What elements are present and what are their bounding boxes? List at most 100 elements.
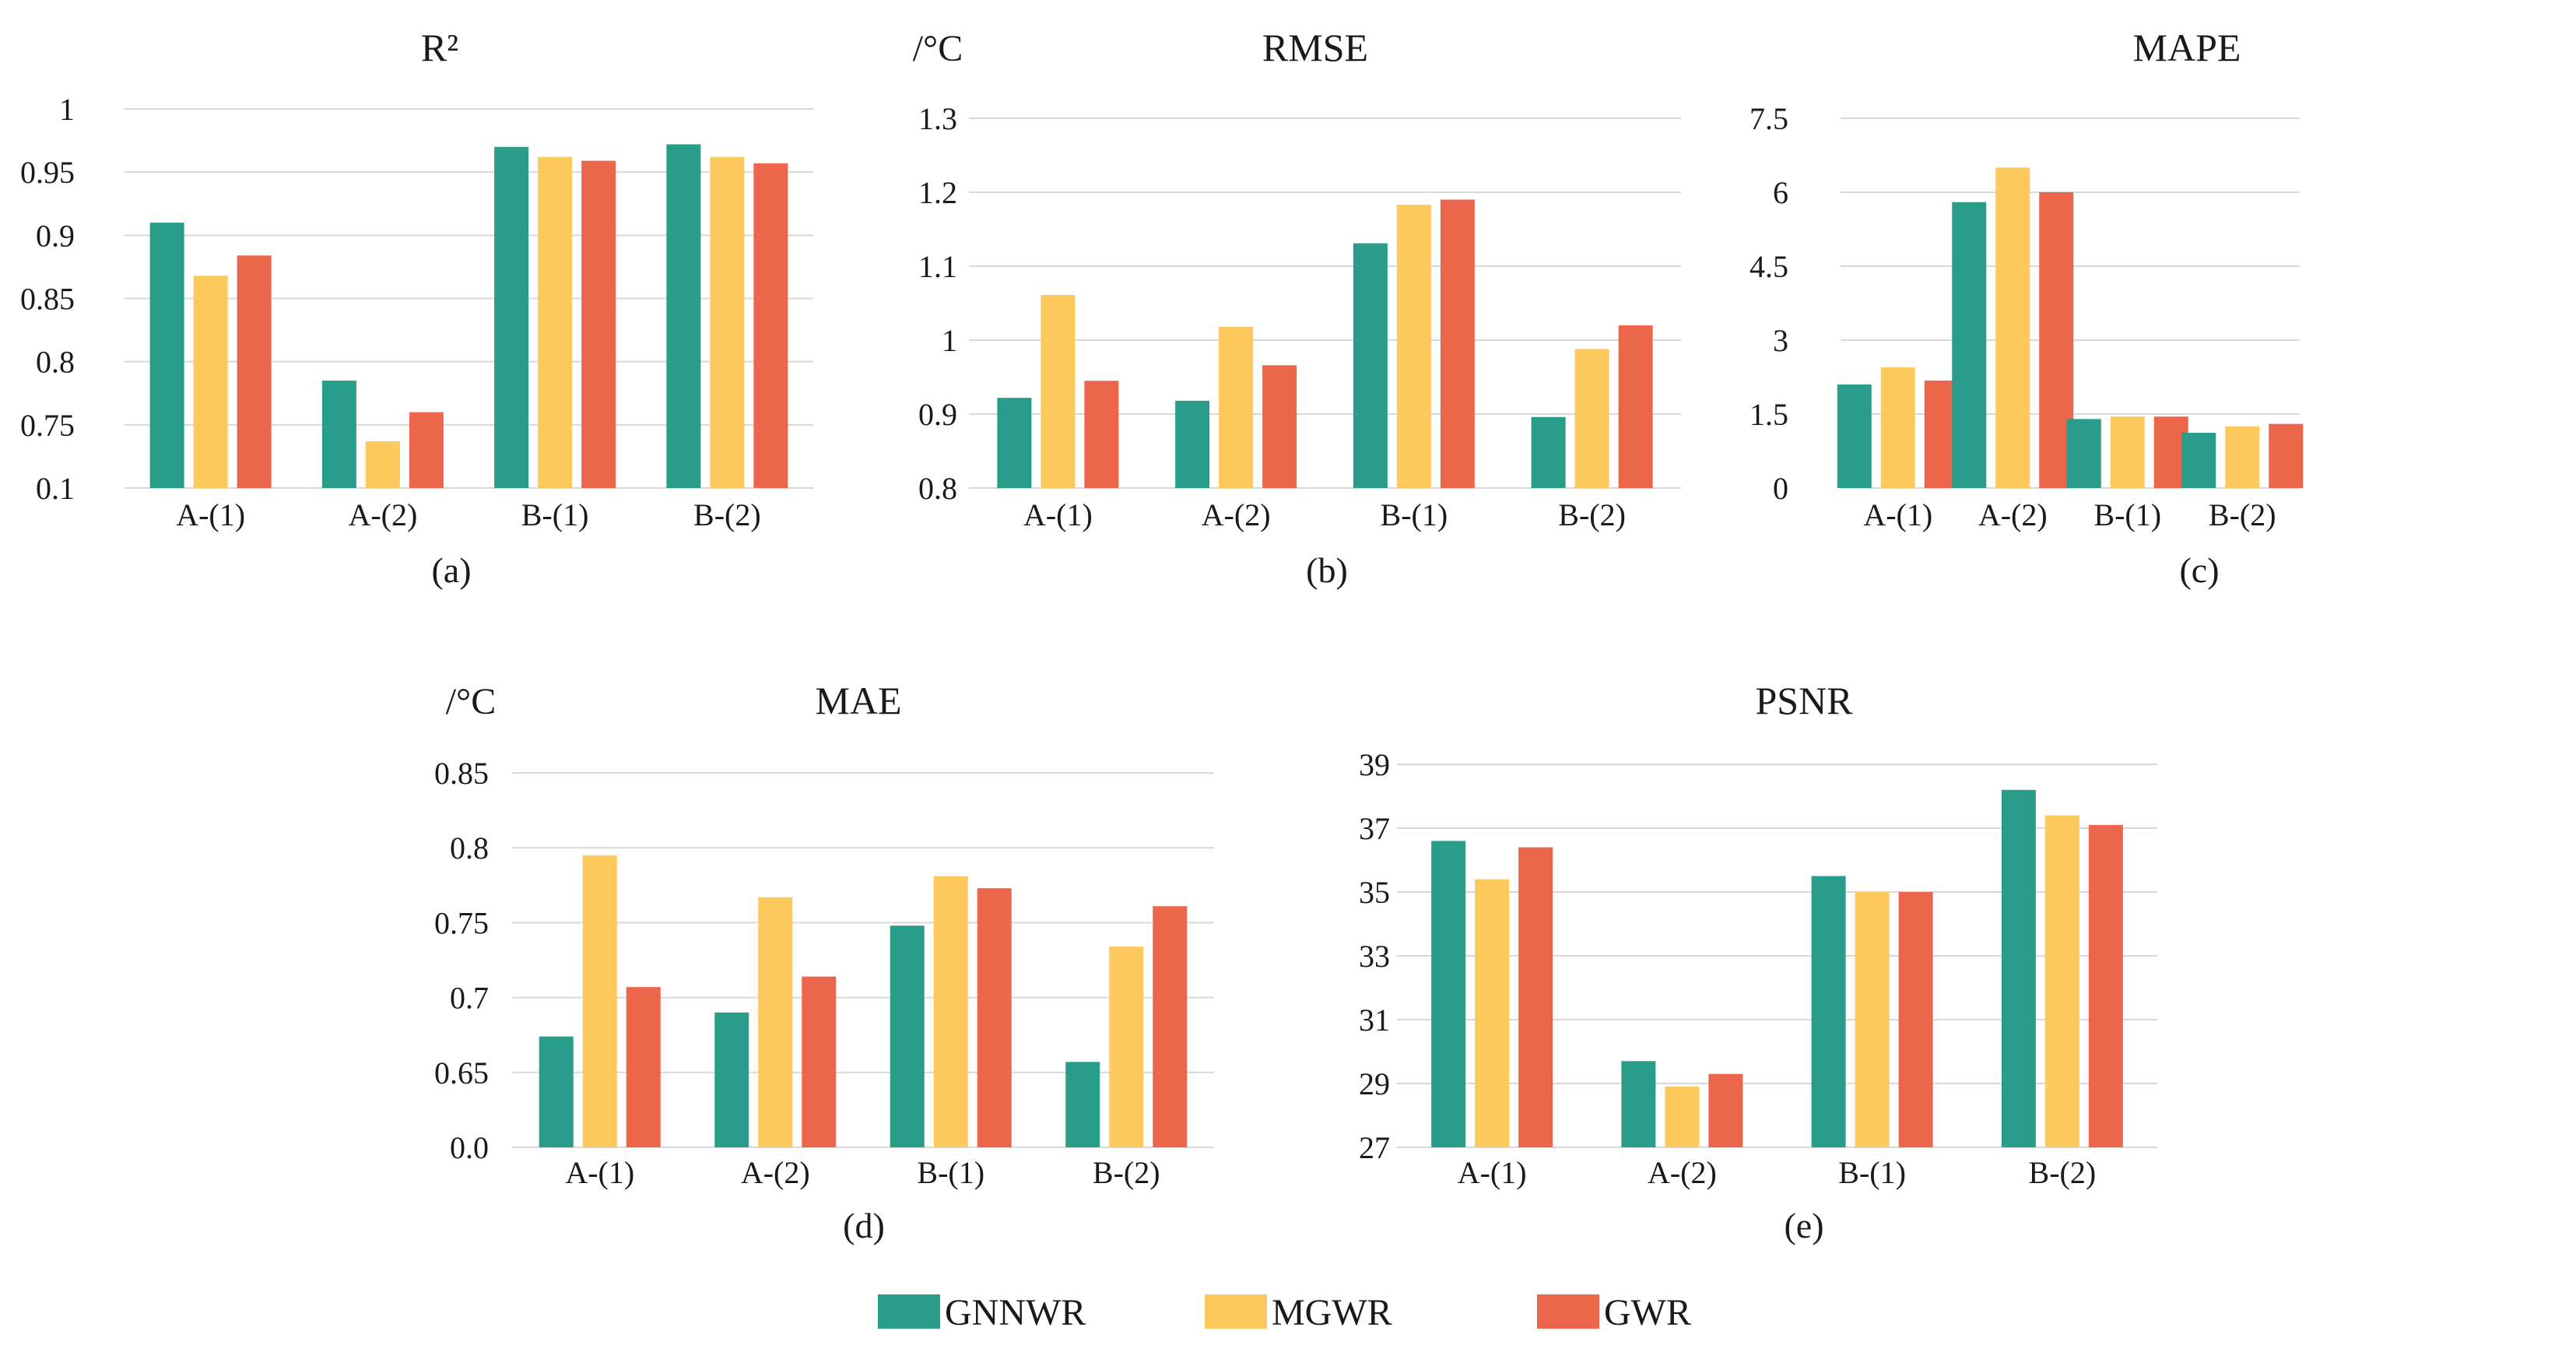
y-tick-label: 4.5 (1750, 249, 1788, 284)
y-tick-label: 0.8 (918, 471, 957, 506)
x-category-label: B-(2) (1558, 497, 1626, 532)
bar-mgwr-a-1 (1880, 367, 1915, 488)
bar-gnnwr-a-2 (1952, 202, 1987, 488)
bar-mgwr-b-1 (1396, 205, 1431, 488)
bar-mgwr-a-1 (1475, 879, 1510, 1147)
unit-label: /°C (446, 681, 497, 722)
y-tick-label: 0.9 (918, 397, 957, 432)
x-category-label: A-(2) (1648, 1155, 1717, 1190)
chart-panel-c: 0 1.5 3 4.5 6 7.5 A-(1) A-(2) B-(1) B-(2) MAPE (c) (1750, 26, 2304, 590)
legend-swatch-gnnwr (878, 1294, 940, 1329)
y-tick-label: 7.5 (1750, 101, 1788, 136)
x-category-label: B-(2) (2209, 497, 2276, 532)
bar-mgwr-a-2 (1995, 167, 2030, 489)
x-category-label: A-(2) (741, 1155, 810, 1190)
bar-mgwr-b-2 (1109, 946, 1144, 1147)
chart-panel-b: 0.8 0.9 1 1.1 1.2 1.3 A-(1) A-(2) B-(1) B-(2) RMSE… (913, 26, 1681, 590)
legend-label-gnnwr: GNNWR (945, 1292, 1086, 1333)
charts-group: 0.1 0.75 0.8 0.85 0.9 0.95 1 A-(1) A-(2) B-(1) B-(… (20, 26, 2304, 1245)
y-tick-label: 0.0 (450, 1130, 489, 1165)
x-category-label: B-(1) (1381, 497, 1448, 532)
y-tick-label: 1.5 (1750, 397, 1788, 432)
bar-gnnwr-a-2 (1175, 400, 1210, 488)
bar-gwr-b-1 (977, 888, 1012, 1147)
y-tick-label: 0.95 (20, 155, 75, 190)
bar-mgwr-a-1 (582, 855, 617, 1147)
bar-gnnwr-b-1 (2066, 419, 2101, 488)
bar-gnnwr-a-1 (1431, 841, 1466, 1147)
bar-gnnwr-b-1 (1811, 876, 1846, 1147)
x-category-label: A-(1) (1458, 1155, 1527, 1190)
legend-swatch-mgwr (1205, 1294, 1267, 1329)
y-tick-label: 3 (1773, 323, 1788, 358)
y-tick-label: 0.85 (20, 282, 75, 317)
y-tick-label: 31 (1359, 1003, 1390, 1038)
legend: GNNWR MGWR GWR (878, 1292, 1691, 1333)
x-category-label: B-(1) (2093, 497, 2161, 532)
y-tick-label: 0.85 (434, 756, 489, 791)
bar-gwr-b-2 (1153, 906, 1188, 1147)
y-tick-label: 39 (1359, 747, 1390, 782)
bar-mgwr-a-2 (1665, 1087, 1700, 1147)
bar-gwr-b-2 (2088, 824, 2123, 1147)
x-category-label: A-(2) (1202, 497, 1271, 532)
bar-mgwr-b-1 (2110, 416, 2145, 488)
bar-mgwr-b-1 (933, 876, 968, 1147)
y-tick-label: 29 (1359, 1066, 1390, 1101)
bar-gnnwr-a-1 (149, 223, 184, 488)
bar-gnnwr-b-2 (1065, 1062, 1100, 1147)
bar-gnnwr-b-1 (494, 146, 529, 488)
bar-gwr-a-2 (409, 412, 444, 488)
chart-title: PSNR (1755, 679, 1853, 722)
bar-mgwr-b-2 (1574, 349, 1609, 488)
y-tick-label: 0.9 (36, 218, 75, 253)
bar-gnnwr-a-2 (1621, 1061, 1656, 1147)
bar-gwr-b-2 (2269, 423, 2304, 488)
chart-title: RMSE (1262, 26, 1368, 69)
chart-panel-d: 0.0 0.65 0.7 0.75 0.8 0.85 A-(1) A-(2) B-(1) B-(2… (434, 679, 1214, 1245)
bar-mgwr-a-2 (1219, 326, 1254, 488)
y-tick-label: 1.3 (918, 101, 957, 136)
y-tick-label: 0 (1773, 471, 1788, 506)
x-category-label: A-(1) (1023, 497, 1093, 532)
bar-mgwr-a-2 (365, 441, 400, 488)
bar-gnnwr-b-2 (666, 144, 701, 488)
bar-gwr-a-1 (1084, 381, 1119, 488)
bar-gnnwr-b-2 (2001, 789, 2036, 1147)
chart-title: MAPE (2133, 26, 2241, 69)
y-tick-label: 1 (942, 323, 957, 358)
y-tick-label: 1 (59, 92, 75, 127)
x-category-label: B-(2) (2029, 1155, 2097, 1190)
bar-mgwr-a-1 (1041, 295, 1076, 488)
panel-sub-label: (e) (1784, 1206, 1823, 1245)
x-category-label: B-(1) (1838, 1155, 1906, 1190)
y-tick-label: 0.7 (450, 981, 489, 1016)
y-tick-label: 27 (1359, 1130, 1390, 1165)
bar-gnnwr-a-1 (1837, 385, 1872, 488)
bar-mgwr-b-1 (538, 156, 573, 489)
bar-gnnwr-b-2 (2181, 433, 2216, 488)
bar-gnnwr-a-2 (714, 1012, 749, 1147)
panel-sub-label: (c) (2179, 550, 2219, 590)
bar-gwr-b-1 (1440, 199, 1475, 488)
y-tick-label: 0.1 (36, 471, 75, 506)
y-tick-label: 33 (1359, 939, 1390, 974)
bar-gnnwr-a-1 (539, 1036, 574, 1147)
y-tick-label: 37 (1359, 811, 1390, 846)
bar-gwr-a-1 (1518, 847, 1553, 1147)
x-category-label: B-(1) (521, 497, 589, 532)
bar-mgwr-a-2 (758, 897, 793, 1147)
panel-sub-label: (d) (843, 1206, 885, 1245)
bar-gwr-b-2 (1618, 325, 1653, 488)
chart-title: MAE (815, 679, 901, 722)
bar-gnnwr-a-1 (997, 398, 1032, 488)
bar-gnnwr-b-2 (1531, 416, 1566, 488)
bar-gnnwr-a-2 (321, 381, 356, 488)
x-category-label: B-(2) (693, 497, 761, 532)
bar-mgwr-b-1 (1855, 892, 1890, 1147)
bar-gwr-b-1 (581, 160, 616, 488)
bar-gwr-a-1 (626, 987, 661, 1147)
bar-mgwr-a-1 (193, 276, 228, 488)
chart-panel-e: 27 29 31 33 35 37 39 A-(1) A-(2) B-(1) B-(2) PSNR (e… (1359, 679, 2157, 1245)
